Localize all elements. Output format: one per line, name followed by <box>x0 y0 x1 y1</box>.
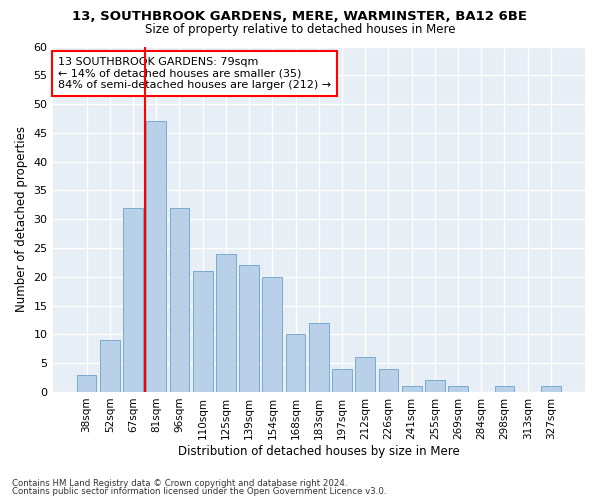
Bar <box>262 277 282 392</box>
Bar <box>425 380 445 392</box>
Text: Contains public sector information licensed under the Open Government Licence v3: Contains public sector information licen… <box>12 487 386 496</box>
Bar <box>448 386 468 392</box>
Bar <box>494 386 514 392</box>
Bar <box>309 323 329 392</box>
X-axis label: Distribution of detached houses by size in Mere: Distribution of detached houses by size … <box>178 444 460 458</box>
Bar <box>146 122 166 392</box>
Bar <box>123 208 143 392</box>
Bar <box>170 208 190 392</box>
Bar <box>286 334 305 392</box>
Bar <box>100 340 119 392</box>
Bar <box>541 386 561 392</box>
Text: 13 SOUTHBROOK GARDENS: 79sqm
← 14% of detached houses are smaller (35)
84% of se: 13 SOUTHBROOK GARDENS: 79sqm ← 14% of de… <box>58 57 331 90</box>
Y-axis label: Number of detached properties: Number of detached properties <box>15 126 28 312</box>
Bar <box>77 374 97 392</box>
Bar <box>355 358 375 392</box>
Bar <box>379 369 398 392</box>
Bar <box>239 266 259 392</box>
Text: 13, SOUTHBROOK GARDENS, MERE, WARMINSTER, BA12 6BE: 13, SOUTHBROOK GARDENS, MERE, WARMINSTER… <box>73 10 527 23</box>
Text: Size of property relative to detached houses in Mere: Size of property relative to detached ho… <box>145 22 455 36</box>
Text: Contains HM Land Registry data © Crown copyright and database right 2024.: Contains HM Land Registry data © Crown c… <box>12 478 347 488</box>
Bar <box>193 271 212 392</box>
Bar <box>332 369 352 392</box>
Bar <box>402 386 422 392</box>
Bar <box>216 254 236 392</box>
